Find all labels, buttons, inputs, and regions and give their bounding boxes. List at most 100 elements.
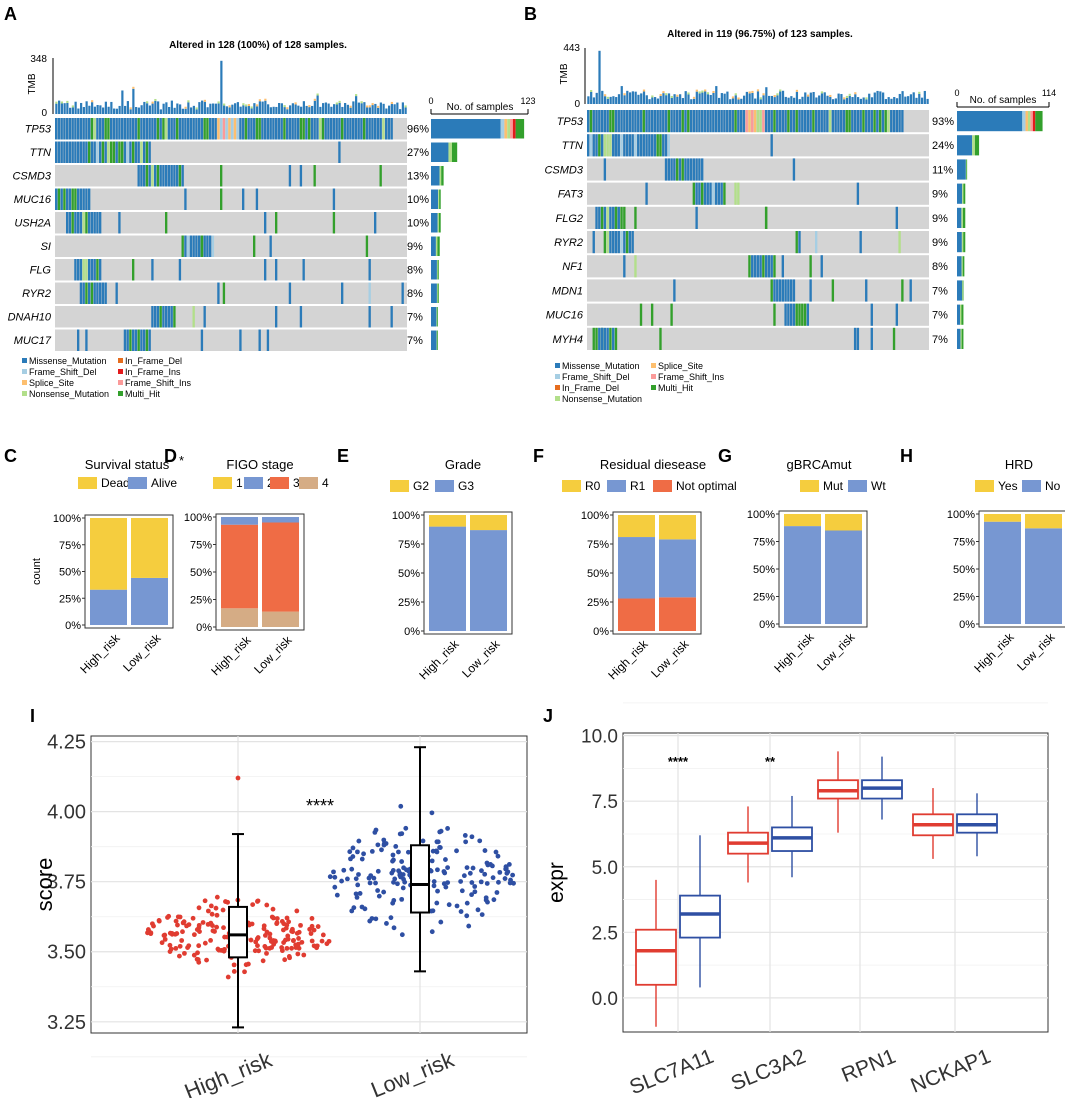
mutation-cell xyxy=(792,110,796,133)
tmb-bar-cap xyxy=(184,106,187,109)
sample-bar-segment xyxy=(961,328,964,349)
mutation-cell xyxy=(156,165,160,187)
data-point xyxy=(179,938,185,943)
tmb-bar xyxy=(173,107,176,114)
mutation-cell xyxy=(667,134,670,157)
data-point xyxy=(369,848,375,854)
mutation-cell xyxy=(781,110,784,133)
mutation-cell xyxy=(792,279,796,302)
mutation-cell xyxy=(653,134,657,157)
data-point xyxy=(167,949,173,954)
mutation-cell xyxy=(909,279,912,302)
y-tick-label: 25% xyxy=(953,592,975,604)
data-point xyxy=(315,924,321,929)
mutation-cell xyxy=(603,231,607,254)
data-point xyxy=(284,945,290,951)
data-point xyxy=(267,931,273,937)
mutation-cell xyxy=(701,158,704,181)
mutation-cell xyxy=(104,282,107,304)
mutation-cell xyxy=(99,141,102,163)
tmb-bar-cap xyxy=(366,105,369,108)
tmb-bar-cap xyxy=(71,105,74,108)
data-point xyxy=(191,932,197,938)
tmb-bar-cap xyxy=(806,94,810,97)
tmb-bar xyxy=(898,93,901,104)
data-point xyxy=(162,936,168,942)
tmb-bar-cap xyxy=(256,104,259,107)
tmb-bar xyxy=(667,93,671,104)
mutation-cell xyxy=(634,206,637,229)
data-point xyxy=(431,879,437,884)
mutation-cell xyxy=(862,110,865,133)
mutation-cell xyxy=(645,134,648,157)
tmb-bar xyxy=(754,98,757,104)
sample-bar-segment xyxy=(451,142,458,162)
x-tick-label: Low_risk xyxy=(251,632,295,676)
tmb-bar xyxy=(363,102,366,114)
data-point xyxy=(458,909,464,914)
legend-label: Dead xyxy=(101,476,130,490)
bar-segment xyxy=(784,514,821,527)
tmb-bar xyxy=(217,103,220,114)
mutation-cell xyxy=(313,118,316,140)
data-point xyxy=(375,868,381,874)
legend-swatch xyxy=(651,363,656,368)
mutation-cell xyxy=(118,212,121,234)
y-tick-label: 50% xyxy=(753,564,775,576)
mutation-cell xyxy=(762,110,765,133)
mutation-cell xyxy=(68,141,72,163)
data-point xyxy=(434,849,440,855)
mutation-cell xyxy=(609,327,612,350)
bar-segment xyxy=(1025,528,1062,624)
mutation-cell xyxy=(401,282,404,304)
sample-bar-segment xyxy=(957,207,962,228)
x-tick-label: High_risk xyxy=(971,629,1017,675)
data-point xyxy=(483,895,489,901)
tmb-bar xyxy=(129,109,132,114)
mutation-cell xyxy=(701,182,704,205)
tmb-bar xyxy=(795,91,799,104)
data-point xyxy=(493,849,499,855)
mutation-cell xyxy=(678,158,682,181)
mutation-cell xyxy=(612,134,615,157)
mutation-cell xyxy=(99,212,102,234)
tmb-bar-cap xyxy=(829,94,832,97)
data-point xyxy=(166,913,172,919)
mutation-cell xyxy=(620,206,623,229)
tmb-bar-cap xyxy=(820,91,824,94)
panel-b-bar-max: 114 xyxy=(1042,88,1056,98)
mutation-cell xyxy=(222,118,226,140)
mutation-cell xyxy=(770,279,773,302)
mutation-cell xyxy=(645,110,648,133)
data-point xyxy=(445,865,450,871)
bar-segment xyxy=(470,515,507,531)
legend-swatch xyxy=(435,480,454,492)
tmb-bar xyxy=(234,103,237,114)
legend-swatch xyxy=(22,358,27,363)
tmb-bar xyxy=(269,107,272,114)
mutation-cell xyxy=(592,231,595,254)
tmb-bar-cap xyxy=(712,91,715,94)
tmb-bar xyxy=(887,97,890,104)
tmb-bar xyxy=(717,97,721,104)
tmb-bar xyxy=(404,107,407,114)
legend-label: Nonsense_Mutation xyxy=(29,389,109,399)
mutation-cell xyxy=(189,118,193,140)
y-tick-label: 0% xyxy=(959,619,975,631)
tmb-bar xyxy=(245,106,248,114)
data-point xyxy=(264,950,269,956)
tmb-bar xyxy=(179,104,182,114)
panel-b-oncoplot: TP53 93% TTN 24% CSMD3 11% FAT3 9% FLG2 9% RYR2 9% N… xyxy=(544,48,1043,404)
mutation-cell xyxy=(82,212,85,234)
sample-bar-segment xyxy=(962,280,963,301)
tmb-bar xyxy=(80,102,83,114)
data-point xyxy=(184,923,189,929)
tmb-bar-cap xyxy=(146,101,149,104)
tmb-bar xyxy=(912,92,915,104)
mutation-cell xyxy=(656,134,659,157)
y-tick-label: 25% xyxy=(398,597,420,609)
box xyxy=(228,905,248,959)
data-point xyxy=(497,869,503,875)
tmb-bar xyxy=(272,106,275,114)
